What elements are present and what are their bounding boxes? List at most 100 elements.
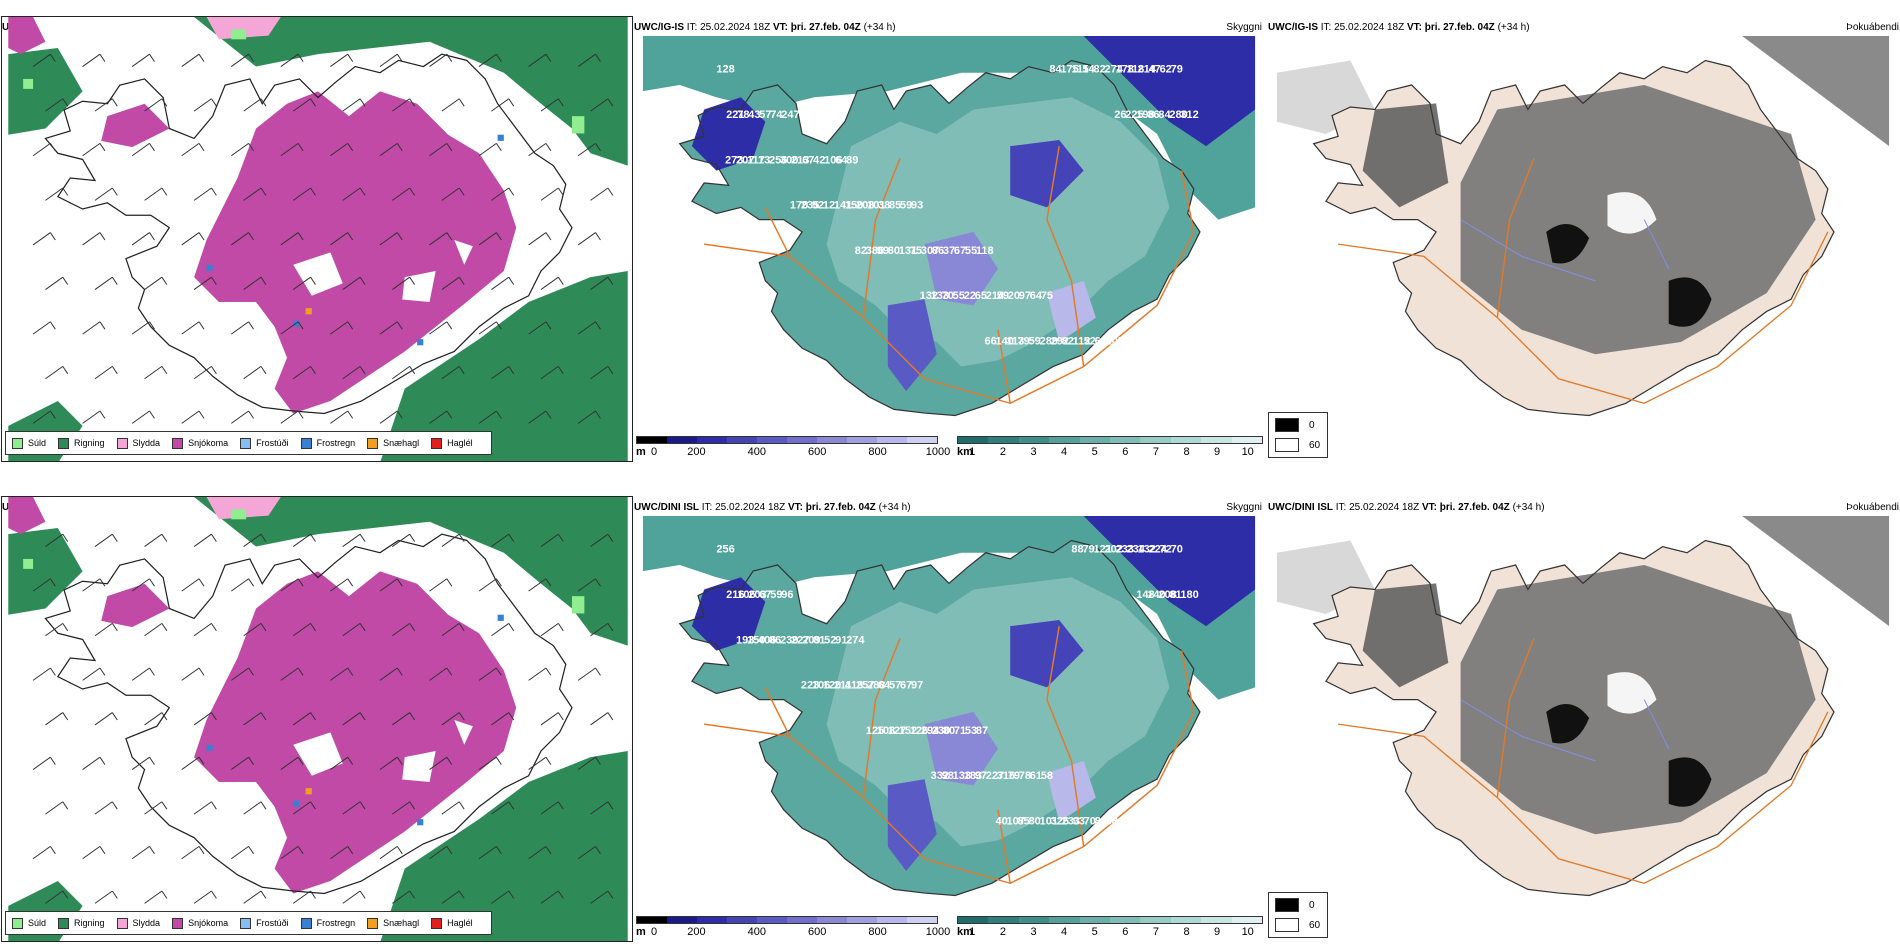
ceiling-value-label: 225 [1125, 109, 1143, 121]
valid-time-label: VT: [787, 502, 803, 513]
ceiling-value-label: 72 [1160, 544, 1172, 556]
cloud-visibility-map: 128 247 89 93 118 75 105 79 74 64 59 55 64 61 62 57 106 8… [634, 36, 1264, 440]
ceiling-value-label: 105 [1106, 336, 1124, 348]
valid-time: þri. 27.feb. 04Z [1424, 22, 1495, 33]
ceiling-value-label: 152 [899, 725, 917, 737]
lead-time: (+34 h) [1497, 22, 1530, 33]
legend-swatch [58, 437, 70, 449]
ceiling-value-label: 13 [758, 154, 770, 166]
ceiling-value-label: 208 [1158, 589, 1176, 601]
legend-swatch [431, 917, 443, 929]
valid-time: þri. 27.feb. 04Z [790, 22, 861, 33]
ceiling-value-label: 67 [802, 154, 814, 166]
ceiling-value-label: 66 [985, 336, 997, 348]
ceiling-value-label: 47 [1149, 64, 1161, 76]
colorbar-tick: 400 [747, 926, 766, 938]
fog-legend-label: 60 [1309, 919, 1321, 931]
ceiling-value-label: 175 [1060, 64, 1078, 76]
ceiling-value-label: 67 [759, 589, 771, 601]
colorbar-tick: 1000 [925, 446, 951, 458]
ceiling-value-label: 233 [1115, 544, 1133, 556]
legend-item-frostúði: Frostúði [240, 437, 289, 449]
ceiling-value-label: 53 [965, 725, 977, 737]
ceiling-value-label: 141 [834, 200, 852, 212]
visibility-colorbar [957, 916, 1263, 924]
model-name: UWC/IG-IS [634, 22, 684, 33]
ceiling-value-label: 230 [932, 725, 950, 737]
ceiling-value-label: 234 [1127, 544, 1146, 556]
ceiling-value-label: 80 [943, 725, 955, 737]
ceiling-value-label: 64 [1030, 290, 1043, 302]
legend-label: Snæhagl [383, 918, 420, 928]
ceiling-value-label: 65 [975, 290, 987, 302]
ceiling-value-label: 280 [1169, 109, 1187, 121]
cloud-panel-type-label: Skyggni [1226, 502, 1262, 513]
ceiling-value-label: 132 [1138, 544, 1156, 556]
init-time: 25.02.2024 18Z [1334, 22, 1405, 33]
fog-legend-swatch [1275, 918, 1299, 932]
model-name: UWC/DINI ISL [1268, 502, 1333, 513]
ceiling-value-label: 213 [791, 154, 809, 166]
ceiling-value-label: 86 [769, 634, 781, 646]
fog-legend-row: 0 [1275, 898, 1315, 912]
valid-time: þri. 27.feb. 04Z [805, 502, 876, 513]
ceiling-value-label: 70 [1084, 816, 1096, 828]
colorbar-tick: 0 [650, 926, 658, 938]
ceiling-value-label: 55 [965, 245, 977, 257]
ceiling-value-label: 133 [931, 290, 949, 302]
ceiling-value-label: 78 [1019, 770, 1031, 782]
ceiling-value-label: 108 [877, 725, 895, 737]
ceiling-value-label: 140 [996, 336, 1014, 348]
legend-item-snæhagl: Snæhagl [367, 437, 420, 449]
colorbar-tick: 4 [1061, 926, 1068, 938]
ceiling-value-label: 82 [1095, 816, 1107, 828]
legend-item-snjókoma: Snjókoma [172, 917, 229, 929]
legend-swatch [58, 917, 70, 929]
valid-time-label: VT: [1406, 22, 1422, 33]
ceiling-value-label: 86 [932, 245, 944, 257]
ceiling-value-label: 106 [737, 589, 755, 601]
ceiling-value-label: 216 [726, 589, 744, 601]
ceiling-value-label: 88 [1106, 816, 1118, 828]
ceiling-value-label: 214 [1138, 64, 1157, 76]
colorbar-tick: 2 [999, 926, 1006, 938]
ceiling-value-label: 52 [824, 634, 836, 646]
fog-panel-title: UWC/DINI ISL IT: 25.02.2024 18Z VT: þri.… [1268, 502, 1545, 513]
ceiling-value-label: 59 [997, 290, 1009, 302]
ceiling-unit: m [636, 446, 646, 458]
ceiling-value-label: 79 [1018, 336, 1030, 348]
legend-swatch [172, 437, 184, 449]
ceiling-value-label: 118 [976, 245, 994, 257]
fog-legend: 0 60 [1268, 412, 1328, 458]
colorbar-tick: 0 [650, 446, 658, 458]
ceiling-value-label: 214 [986, 290, 1005, 302]
ceiling-value-label: 239 [780, 634, 798, 646]
ceiling-value-label: 70 [942, 290, 954, 302]
ceiling-value-label: 121 [1093, 544, 1111, 556]
legend-swatch [367, 437, 379, 449]
legend-swatch [300, 917, 312, 929]
ceiling-value-label: 150 [747, 634, 765, 646]
ceiling-value-label: 75 [910, 245, 922, 257]
legend-label: Snæhagl [383, 438, 420, 448]
legend-label: Snjókoma [188, 918, 229, 928]
ceiling-value-label: 300 [780, 154, 798, 166]
ceiling-value-label: 247 [781, 109, 799, 121]
ceiling-value-label: 207 [736, 154, 754, 166]
ceiling-value-label: 89 [846, 154, 858, 166]
precip-type-map [1, 496, 633, 942]
legend-swatch [116, 917, 128, 929]
ceiling-value-label: 79 [1082, 544, 1094, 556]
ceiling-value-label: 88 [1071, 544, 1083, 556]
ceiling-value-label: 118 [1127, 64, 1145, 76]
fog-indicator-map [1268, 36, 1898, 440]
legend-item-frostregn: Frostregn [300, 437, 355, 449]
ceiling-value-label: 117 [747, 154, 765, 166]
init-time: 25.02.2024 18Z [715, 502, 786, 513]
ceiling-value-label: 208 [856, 200, 874, 212]
ceiling-value-label: 273 [725, 154, 743, 166]
ceiling-value-label: 43 [748, 109, 760, 121]
legend-swatch [12, 437, 23, 449]
ceiling-value-label: 75 [1041, 290, 1053, 302]
visibility-unit: km [957, 926, 973, 938]
